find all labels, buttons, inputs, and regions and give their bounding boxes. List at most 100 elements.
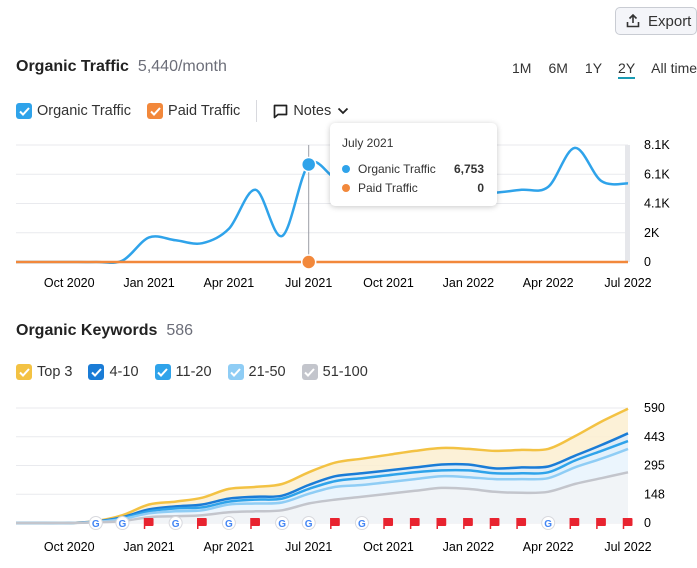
y-tick-label: 6.1K (644, 167, 670, 181)
x-tick-label: Jul 2021 (285, 540, 332, 554)
tooltip-label: Paid Traffic (358, 180, 418, 195)
x-tick-label: Jul 2022 (604, 276, 651, 290)
x-tick-label: Oct 2021 (363, 276, 414, 290)
series-dot-icon (342, 183, 350, 192)
y-tick-label: 295 (644, 459, 665, 473)
checkbox-checked-icon (88, 364, 105, 380)
range-6m[interactable]: 6M (548, 60, 568, 76)
tooltip-row-paid: Paid Traffic 0 (342, 178, 484, 197)
keywords-title: Organic Keywords (16, 322, 158, 339)
y-tick-label: 4.1K (644, 197, 670, 211)
traffic-legend: Organic Traffic Paid Traffic Notes (16, 100, 349, 122)
range-1y[interactable]: 1Y (584, 60, 603, 76)
tooltip-value: 6,753 (453, 161, 484, 176)
x-tick-label: Jan 2022 (443, 276, 494, 290)
chevron-down-icon (338, 107, 349, 115)
keywords-value: 586 (166, 322, 194, 339)
legend-4-10[interactable]: 4-10 (88, 364, 139, 380)
keywords-legend: Top 3 4-10 11-20 21-50 51-100 (16, 364, 368, 380)
highlight-point-paid (300, 254, 317, 270)
svg-text:G: G (119, 519, 127, 530)
checkbox-checked-icon (16, 364, 32, 380)
google-update-icon: G (221, 516, 236, 530)
notes-label: Notes (293, 103, 332, 119)
svg-text:G: G (544, 519, 552, 530)
flag-marker-icon (489, 518, 500, 529)
tooltip-value: 0 (477, 180, 484, 195)
google-update-icon: G (541, 516, 556, 530)
y-tick-label: 443 (644, 430, 665, 444)
legend-label: Top 3 (37, 364, 73, 380)
flag-marker-icon (409, 518, 420, 529)
flag-marker-icon (622, 518, 633, 529)
series-area-51-100 (16, 472, 628, 524)
y-tick-label: 590 (644, 401, 665, 415)
flag-marker-icon (463, 518, 473, 529)
x-tick-label: Jul 2022 (604, 540, 651, 554)
organic-keywords-chart[interactable]: 0 148 295 443 590 Oct 2020 Jan 2021 Apr 2021 Jul… (0, 398, 697, 568)
checkbox-checked-icon (16, 103, 32, 119)
x-tick-label: Apr 2021 (204, 540, 255, 554)
checkbox-checked-icon (301, 364, 318, 380)
x-tick-label: Jan 2021 (123, 540, 174, 554)
legend-21-50[interactable]: 21-50 (227, 364, 286, 380)
checkbox-checked-icon (147, 103, 164, 119)
organic-traffic-chart[interactable]: 0 2K 4.1K 6.1K 8.1K Oct 2020 Jan 2021 Apr 2021 J… (0, 135, 697, 295)
google-update-icon: G (168, 516, 183, 530)
legend-label: 4-10 (109, 364, 139, 380)
google-update-icon: G (275, 516, 290, 530)
series-line-organic-traffic (16, 146, 629, 264)
tooltip-row-organic: Organic Traffic 6,753 (342, 159, 484, 178)
google-update-icon: G (115, 516, 130, 530)
series-line-top-3 (15, 407, 629, 525)
x-tick-label: Apr 2021 (204, 276, 255, 290)
svg-text:G: G (358, 519, 366, 530)
x-tick-label: Oct 2020 (44, 540, 95, 554)
comment-icon (273, 104, 288, 118)
svg-text:G: G (92, 519, 100, 530)
flag-marker-icon (250, 518, 260, 529)
range-all-time[interactable]: All time (651, 60, 697, 76)
legend-11-20[interactable]: 11-20 (154, 364, 212, 380)
legend-51-100[interactable]: 51-100 (301, 364, 368, 380)
google-update-icon: G (354, 516, 369, 530)
flag-marker-icon (383, 518, 394, 529)
notes-dropdown[interactable]: Notes (273, 103, 349, 119)
legend-organic-traffic[interactable]: Organic Traffic (16, 103, 131, 119)
divider (256, 100, 258, 122)
x-tick-label: Jan 2022 (443, 540, 494, 554)
range-1m[interactable]: 1M (512, 60, 532, 76)
export-label: Export (648, 12, 692, 30)
export-icon (626, 14, 640, 28)
checkbox-checked-icon (227, 364, 244, 380)
x-tick-label: Oct 2020 (44, 276, 95, 290)
svg-text:G: G (225, 519, 233, 530)
y-tick-label: 0 (644, 516, 651, 530)
series-dot-icon (342, 164, 350, 173)
export-button[interactable]: Export (615, 7, 697, 35)
range-selector: 1M 6M 1Y 2Y All time (512, 60, 697, 79)
keywords-header: Organic Keywords 586 (16, 322, 193, 340)
y-tick-label: 2K (644, 226, 660, 240)
legend-label: Organic Traffic (37, 103, 132, 119)
traffic-header: Organic Traffic 5,440/month (16, 58, 227, 76)
y-tick-label: 8.1K (644, 138, 670, 152)
legend-paid-traffic[interactable]: Paid Traffic (147, 103, 240, 119)
x-tick-label: Oct 2021 (363, 540, 414, 554)
highlight-point-organic (300, 156, 317, 173)
x-tick-label: Apr 2022 (523, 540, 574, 554)
flag-marker-icon (596, 518, 606, 529)
legend-label: 21-50 (248, 364, 286, 380)
chart-scroll-strip (625, 145, 630, 262)
tooltip-date: July 2021 (342, 136, 394, 150)
flag-marker-icon (569, 518, 580, 529)
tooltip-label: Organic Traffic (358, 161, 436, 176)
legend-label: 11-20 (175, 364, 212, 380)
range-2y[interactable]: 2Y (618, 60, 636, 79)
flag-marker-icon (197, 518, 207, 529)
legend-label: 51-100 (322, 364, 368, 380)
x-tick-label: Jul 2021 (285, 276, 332, 290)
legend-top-3[interactable]: Top 3 (16, 364, 72, 380)
x-tick-label: Jan 2021 (123, 276, 174, 290)
google-update-icon: G (88, 516, 103, 530)
